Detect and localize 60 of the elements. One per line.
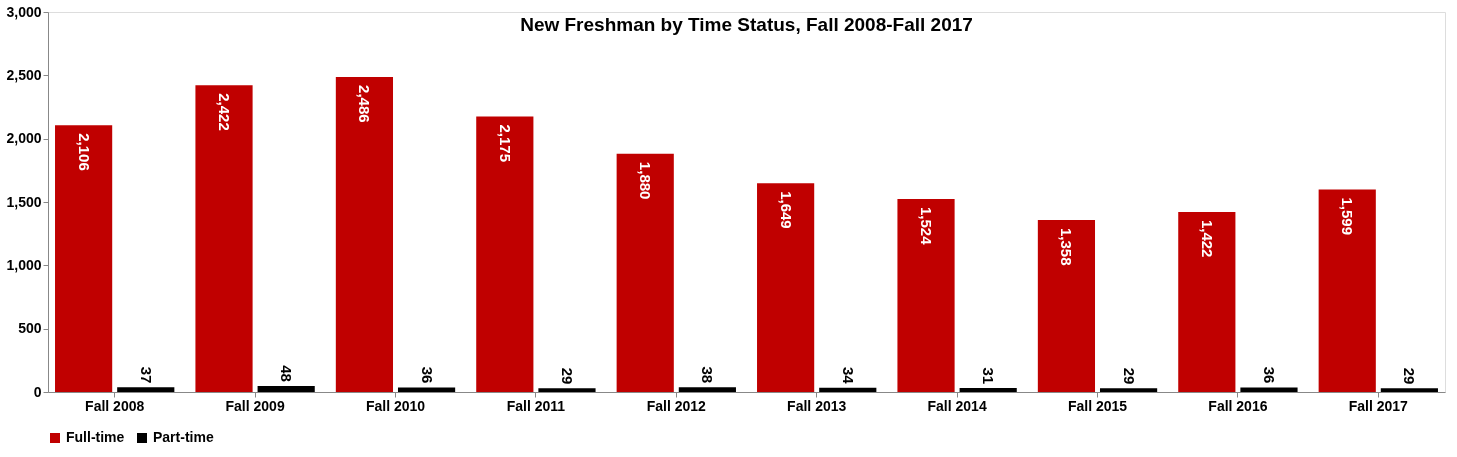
data-label: 29 — [558, 367, 576, 385]
x-tick-label: Fall 2017 — [1348, 397, 1409, 414]
y-tick-label: 1,000 — [6, 256, 42, 273]
chart-title: New Freshman by Time Status, Fall 2008-Fall 2017 — [520, 14, 973, 35]
bar — [757, 183, 815, 392]
data-label: 2,422 — [216, 93, 234, 131]
data-label: 1,524 — [918, 206, 936, 246]
x-tick-label: Fall 2012 — [646, 397, 707, 414]
bar — [335, 77, 394, 392]
bar — [616, 153, 674, 392]
data-label: 1,422 — [1198, 219, 1216, 258]
x-tick-label: Fall 2008 — [85, 397, 145, 414]
y-tick-label: 0 — [33, 383, 42, 400]
x-tick-label: Fall 2009 — [225, 397, 285, 414]
bar — [1099, 388, 1158, 392]
bar — [1037, 219, 1096, 392]
data-label: 48 — [278, 365, 296, 382]
bar — [117, 387, 175, 392]
legend-label: Full-time — [66, 429, 125, 445]
bar — [678, 387, 736, 392]
data-label: 1,880 — [637, 161, 655, 200]
bar — [1240, 387, 1298, 392]
bar — [397, 387, 456, 392]
data-label: 1,649 — [777, 191, 795, 229]
x-tick-label: Fall 2016 — [1208, 397, 1268, 414]
bar — [897, 198, 955, 392]
data-label: 29 — [1401, 367, 1419, 385]
bar — [476, 116, 534, 392]
bar — [55, 125, 113, 392]
bar — [819, 387, 877, 392]
data-label: 36 — [418, 366, 436, 384]
x-tick-label: Fall 2014 — [927, 397, 987, 414]
y-tick-label: 1,500 — [6, 193, 42, 210]
data-label: 36 — [1260, 366, 1278, 384]
x-tick-label: Fall 2010 — [365, 397, 426, 414]
bar — [257, 385, 315, 392]
data-label: 1,599 — [1339, 197, 1357, 236]
data-label: 37 — [137, 366, 155, 384]
y-tick-label: 2,500 — [6, 66, 42, 83]
data-label: 2,106 — [75, 133, 93, 171]
bar — [538, 388, 596, 392]
data-label: 34 — [839, 367, 857, 385]
data-label: 29 — [1120, 367, 1138, 385]
data-label: 1,358 — [1058, 227, 1076, 266]
x-tick-label: Fall 2011 — [506, 397, 566, 414]
y-tick-label: 2,000 — [6, 130, 42, 147]
bar — [195, 85, 253, 392]
x-tick-label: Fall 2015 — [1067, 397, 1128, 414]
x-tick-label: Fall 2013 — [787, 397, 847, 414]
data-label: 31 — [980, 367, 998, 385]
legend-label: Part-time — [153, 429, 214, 445]
bar — [1380, 388, 1438, 392]
y-tick-label: 500 — [18, 320, 42, 337]
data-label: 38 — [699, 366, 717, 384]
bar — [1318, 189, 1376, 392]
bar — [959, 388, 1017, 392]
bar — [1178, 211, 1236, 392]
data-label: 2,486 — [356, 85, 374, 123]
y-tick-label: 3,000 — [6, 3, 42, 20]
data-label: 2,175 — [496, 124, 514, 163]
